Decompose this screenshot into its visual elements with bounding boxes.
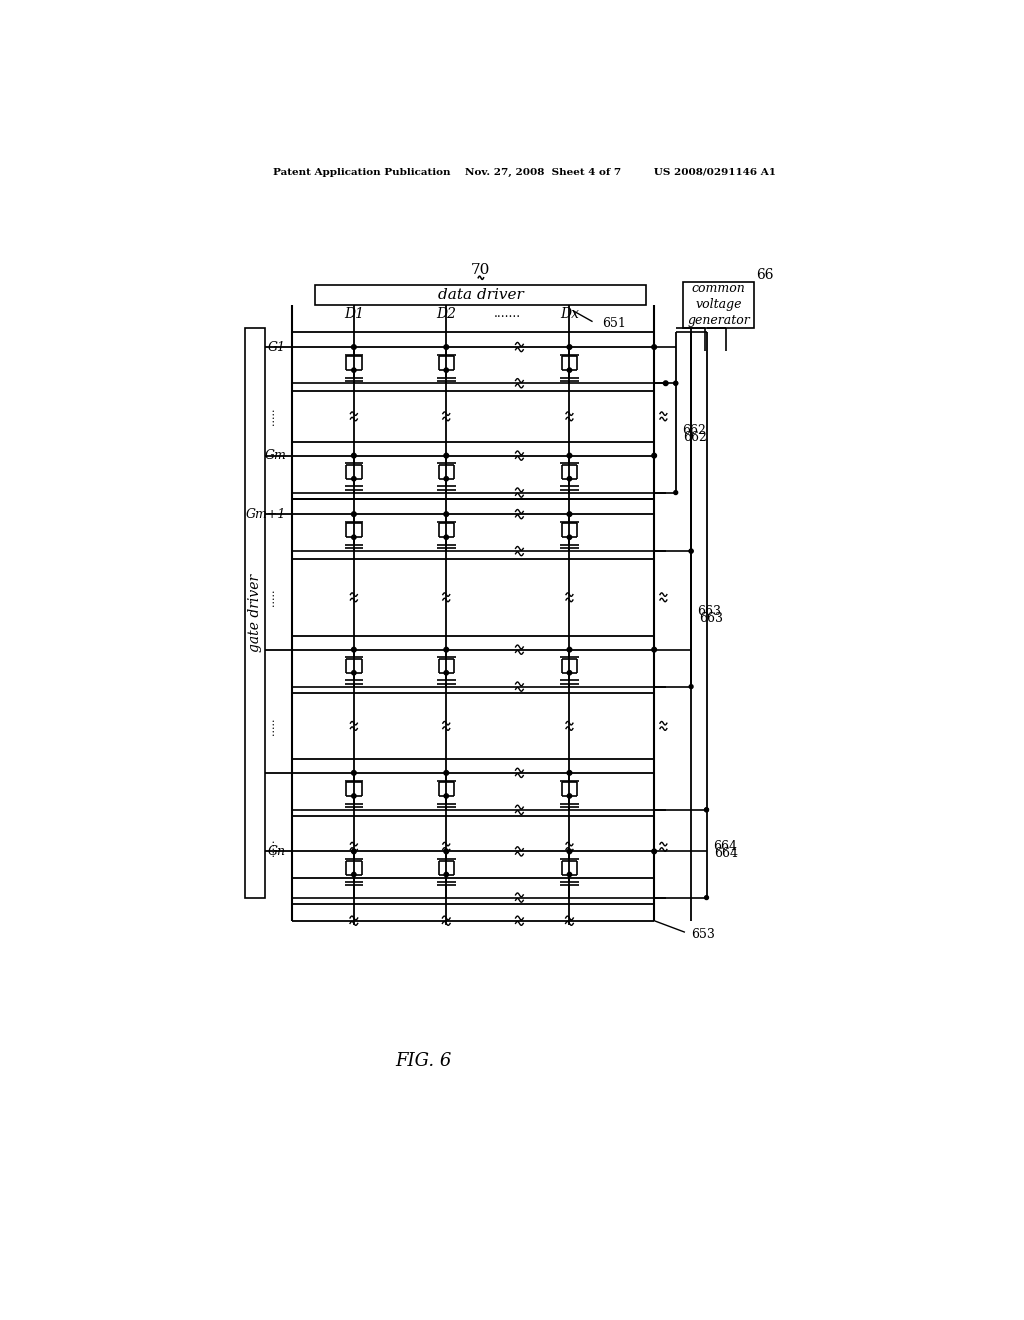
Text: Gm+1: Gm+1	[246, 508, 286, 520]
Circle shape	[567, 477, 571, 480]
Circle shape	[705, 896, 709, 899]
Circle shape	[705, 808, 709, 812]
Text: D2: D2	[436, 308, 457, 321]
Circle shape	[689, 549, 693, 553]
Text: gate driver: gate driver	[248, 574, 261, 652]
Text: .....: .....	[265, 717, 275, 735]
Circle shape	[444, 671, 449, 675]
Text: 653: 653	[691, 928, 715, 941]
Circle shape	[567, 535, 571, 540]
Circle shape	[351, 368, 356, 372]
Text: 70: 70	[471, 263, 490, 277]
Circle shape	[444, 849, 449, 854]
Circle shape	[567, 671, 571, 675]
Text: 651: 651	[602, 317, 626, 330]
Circle shape	[674, 381, 678, 385]
Circle shape	[652, 647, 656, 652]
Circle shape	[444, 793, 449, 799]
Circle shape	[351, 771, 356, 775]
Circle shape	[351, 671, 356, 675]
Text: G1: G1	[268, 341, 286, 354]
Text: Patent Application Publication    Nov. 27, 2008  Sheet 4 of 7         US 2008/02: Patent Application Publication Nov. 27, …	[273, 168, 776, 177]
Circle shape	[351, 512, 356, 516]
Circle shape	[351, 477, 356, 480]
Circle shape	[652, 849, 656, 854]
Circle shape	[674, 491, 678, 495]
Circle shape	[567, 368, 571, 372]
Circle shape	[567, 345, 571, 350]
Circle shape	[567, 512, 571, 516]
Text: Gn: Gn	[268, 845, 286, 858]
Circle shape	[444, 535, 449, 540]
Circle shape	[674, 381, 678, 385]
Circle shape	[444, 453, 449, 458]
Text: 664: 664	[714, 847, 738, 861]
Text: D1: D1	[344, 308, 364, 321]
Circle shape	[567, 771, 571, 775]
Circle shape	[705, 808, 709, 812]
Circle shape	[351, 647, 356, 652]
Circle shape	[351, 453, 356, 458]
Circle shape	[567, 647, 571, 652]
Text: 662: 662	[683, 432, 708, 445]
Text: Gm: Gm	[264, 449, 286, 462]
Text: 662: 662	[682, 424, 706, 437]
Circle shape	[444, 512, 449, 516]
Circle shape	[351, 849, 356, 854]
Text: .....: .....	[265, 589, 275, 606]
Circle shape	[567, 873, 571, 876]
Text: 664: 664	[713, 840, 736, 853]
Text: common
voltage
generator: common voltage generator	[687, 282, 751, 327]
Circle shape	[444, 477, 449, 480]
Text: .....: .....	[265, 838, 275, 855]
Text: 663: 663	[697, 605, 721, 618]
Circle shape	[689, 685, 693, 689]
Bar	[683, 281, 755, 327]
Circle shape	[444, 368, 449, 372]
Circle shape	[351, 535, 356, 540]
Circle shape	[444, 647, 449, 652]
Text: Dx: Dx	[560, 308, 579, 321]
Circle shape	[444, 873, 449, 876]
Circle shape	[351, 793, 356, 799]
Bar	[315, 285, 646, 305]
Circle shape	[351, 345, 356, 350]
Circle shape	[652, 345, 656, 350]
Text: data driver: data driver	[438, 288, 524, 302]
Bar	[245, 327, 264, 898]
Text: 663: 663	[698, 612, 723, 626]
Circle shape	[567, 793, 571, 799]
Circle shape	[652, 453, 656, 458]
Text: FIG. 6: FIG. 6	[395, 1052, 452, 1069]
Text: .......: .......	[495, 308, 521, 321]
Text: 66: 66	[756, 268, 773, 282]
Text: .....: .....	[265, 408, 275, 425]
Circle shape	[664, 381, 668, 385]
Circle shape	[689, 549, 693, 553]
Circle shape	[444, 345, 449, 350]
Circle shape	[567, 453, 571, 458]
Circle shape	[567, 849, 571, 854]
Circle shape	[444, 771, 449, 775]
Circle shape	[351, 873, 356, 876]
